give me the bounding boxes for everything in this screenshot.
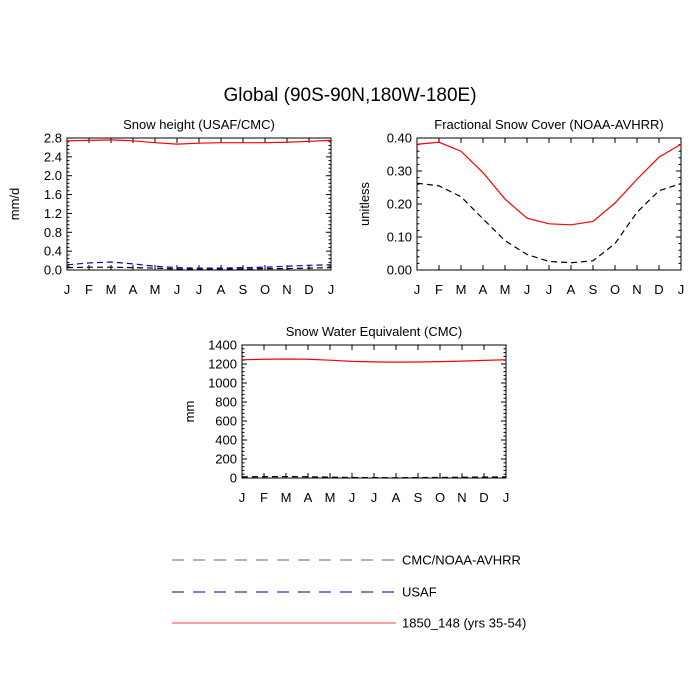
y-tick-label: 1.6 <box>44 187 62 202</box>
x-tick-label: F <box>435 282 443 297</box>
chart-panel-2: Fractional Snow Cover (NOAA-AVHRR) unitle… <box>357 117 684 297</box>
x-tick-label: J <box>196 282 203 297</box>
y-tick-label: 0.0 <box>44 263 62 278</box>
x-tick-label: O <box>610 282 620 297</box>
y-tick-label: 0.40 <box>387 131 412 146</box>
series-line-cmc-noaa-avhrr <box>416 182 682 264</box>
chart-title: Snow height (USAF/CMC) <box>123 117 275 132</box>
x-tick-label: J <box>174 282 181 297</box>
y-tick-label: 0 <box>230 471 237 486</box>
y-tick-label: 800 <box>215 395 237 410</box>
y-tick-label: 1000 <box>208 376 237 391</box>
chart-panel-1: Snow height (USAF/CMC) mm/d 0.0 0.4 0.8 1.2 1.… <box>7 117 334 297</box>
x-tick-label: O <box>260 282 270 297</box>
x-tick-label: F <box>85 282 93 297</box>
y-axis-label: mm/d <box>7 188 22 221</box>
y-tick-label: 400 <box>215 433 237 448</box>
plot-frame <box>416 137 682 271</box>
y-tick-label: 0.8 <box>44 225 62 240</box>
x-tick-label: F <box>260 490 268 505</box>
y-tick-label: 2.0 <box>44 168 62 183</box>
x-tick-label: A <box>392 490 401 505</box>
legend-label: 1850_148 (yrs 35-54) <box>402 616 526 631</box>
y-axis-label: unitless <box>357 181 372 226</box>
y-tick-label: 1.2 <box>44 206 62 221</box>
x-tick-label: J <box>503 490 510 505</box>
x-tick-label: A <box>304 490 313 505</box>
x-tick-label: J <box>64 282 71 297</box>
series-line-cmc-noaa-avhrr <box>241 475 507 479</box>
x-tick-label: M <box>150 282 161 297</box>
x-tick-label: N <box>632 282 641 297</box>
x-tick-label: A <box>567 282 576 297</box>
x-tick-label: N <box>282 282 291 297</box>
x-tick-label: J <box>546 282 553 297</box>
figure-title: Global (90S-90N,180W-180E) <box>223 85 477 106</box>
x-tick-label: M <box>456 282 467 297</box>
chart-title: Fractional Snow Cover (NOAA-AVHRR) <box>434 117 663 132</box>
x-tick-label: D <box>479 490 488 505</box>
y-tick-label: 0.10 <box>387 230 412 245</box>
plot-frame <box>241 344 507 479</box>
x-tick-label: A <box>129 282 138 297</box>
y-tick-label: 0.00 <box>387 263 412 278</box>
series-line-cmc-noaa-avhrr <box>66 266 332 270</box>
x-tick-label: S <box>589 282 598 297</box>
chart-panel-3: Snow Water Equivalent (CMC) mm 0 200 400 600 8… <box>182 324 509 505</box>
legend-label: CMC/NOAA-AVHRR <box>402 553 521 568</box>
x-tick-label: M <box>106 282 117 297</box>
series-line-1850-148-yrs-35-54- <box>241 358 507 363</box>
y-tick-label: 200 <box>215 452 237 467</box>
y-tick-label: 1200 <box>208 357 237 372</box>
x-tick-label: J <box>349 490 356 505</box>
x-tick-label: D <box>654 282 663 297</box>
x-tick-label: S <box>239 282 248 297</box>
x-tick-label: A <box>479 282 488 297</box>
x-tick-label: S <box>414 490 423 505</box>
legend: CMC/NOAA-AVHRR USAF 1850_148 (yrs 35-54) <box>172 553 526 631</box>
x-tick-label: J <box>524 282 531 297</box>
plot-frame <box>66 137 332 271</box>
series-line-1850-148-yrs-35-54- <box>416 141 682 226</box>
y-tick-label: 1400 <box>208 338 237 353</box>
x-tick-label: M <box>500 282 511 297</box>
y-tick-label: 2.4 <box>44 149 62 164</box>
y-axis-label: mm <box>182 401 197 423</box>
x-tick-label: O <box>435 490 445 505</box>
series-line-1850-148-yrs-35-54- <box>66 139 332 145</box>
y-tick-label: 0.30 <box>387 164 412 179</box>
y-tick-label: 0.20 <box>387 197 412 212</box>
x-tick-label: D <box>304 282 313 297</box>
chart-title: Snow Water Equivalent (CMC) <box>286 324 463 339</box>
x-tick-label: J <box>328 282 335 297</box>
x-tick-label: J <box>239 490 246 505</box>
x-tick-label: A <box>217 282 226 297</box>
x-tick-label: J <box>678 282 685 297</box>
x-tick-label: M <box>281 490 292 505</box>
y-tick-label: 2.8 <box>44 131 62 146</box>
x-tick-label: J <box>414 282 421 297</box>
series-line-usaf <box>66 261 332 269</box>
x-tick-label: J <box>371 490 378 505</box>
y-tick-label: 600 <box>215 414 237 429</box>
x-tick-label: M <box>325 490 336 505</box>
legend-label: USAF <box>402 585 437 600</box>
x-tick-label: N <box>457 490 466 505</box>
y-tick-label: 0.4 <box>44 244 62 259</box>
